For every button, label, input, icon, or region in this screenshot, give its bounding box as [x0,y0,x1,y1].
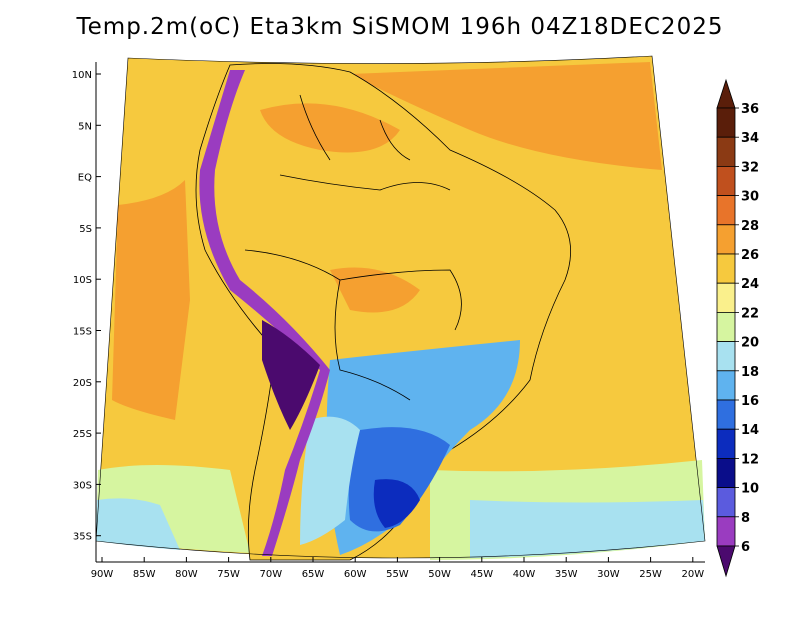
colorbar-label: 28 [741,219,759,234]
y-tick-label: 20S [73,378,92,389]
colorbar-swatch [716,516,736,547]
y-tick-label: 10S [73,275,92,286]
colorbar-label: 18 [741,365,759,380]
colorbar-label: 24 [741,277,759,292]
colorbar-label: 32 [741,160,759,175]
south-brazil-cold-region [348,427,450,532]
colorbar-label: 22 [741,306,759,321]
colorbar-swatch [716,370,736,401]
andes-cold-strip [199,70,330,556]
colorbar-swatch [716,195,736,226]
colorbar-swatch [716,107,736,138]
x-tick-label: 50W [428,569,451,580]
south-pacific-cold-zone [96,498,180,550]
x-tick-label: 25W [639,569,662,580]
y-tick-label: 5N [78,121,92,132]
colorbar-swatch [716,341,736,372]
x-tick-label: 90W [91,569,114,580]
colorbar-label: 16 [741,394,759,409]
map-frame [95,55,706,561]
y-axis-ticks: 10N 5N EQ 5S 10S 15S 20S 25S 30S 35S [72,70,101,543]
colorbar-swatch [716,253,736,284]
domain-outline [95,55,706,559]
y-tick-label: 5S [79,224,92,235]
y-tick-label: 10N [72,70,92,81]
map-title: Temp.2m(oC) Eta3km SiSMOM 196h 04Z18DEC2… [76,14,724,40]
x-tick-label: 30W [597,569,620,580]
x-tick-label: 70W [259,569,282,580]
x-tick-label: 35W [555,569,578,580]
colorbar-label: 36 [741,102,759,117]
y-tick-label: 15S [73,327,92,338]
x-tick-label: 55W [386,569,409,580]
uruguay-coldest-region [373,479,420,528]
colorbar-label: 8 [741,511,750,526]
colorbar-swatch [716,224,736,255]
colorbar-label: 12 [741,452,759,467]
y-tick-label: 25S [73,429,92,440]
y-tick-label: EQ [78,173,92,184]
colorbar-label: 26 [741,248,759,263]
colorbar-label: 10 [741,482,759,497]
central-warm-patch [330,267,420,313]
x-tick-label: 40W [513,569,536,580]
colorbar-label: 14 [741,423,759,438]
colorbar-bottom-arrow [716,545,736,578]
atlantic-warm-zone [350,62,662,170]
x-tick-label: 60W [344,569,367,580]
colorbar-label: 34 [741,131,759,146]
colorbar-label: 30 [741,190,759,205]
x-tick-label: 75W [217,569,240,580]
colorbar-swatch [716,457,736,488]
south-atlantic-cold-zone [470,500,705,558]
pacific-warm-zone [112,180,190,420]
x-tick-label: 85W [133,569,156,580]
y-tick-label: 30S [73,480,92,491]
colorbar-swatch [716,282,736,313]
pampas-cool-region [300,416,360,545]
country-borders [244,94,462,401]
colorbar-label: 6 [741,540,750,555]
x-tick-label: 45W [470,569,493,580]
colorbar-swatch [716,165,736,196]
plot-axes [95,62,705,563]
x-axis-ticks: 90W 85W 80W 75W 70W 65W 60W 55W 50W 45W 40W 35W 30W 2… [91,557,704,580]
y-tick-label: 35S [73,532,92,543]
colorbar-label: 20 [741,336,759,351]
colorbar-swatch [716,487,736,518]
colorbar-swatch [716,428,736,459]
x-tick-label: 80W [175,569,198,580]
amazon-warm-patch [260,103,400,153]
x-tick-label: 65W [302,569,325,580]
colorbar-swatch [716,399,736,430]
altiplano-coldest [262,320,320,430]
colorbar-swatch [716,311,736,342]
x-tick-label: 20W [681,569,704,580]
colorbar-swatch [716,136,736,167]
colorbar: 36 34 32 30 28 26 24 22 20 18 16 14 12 10 8 6 [716,78,759,578]
colorbar-top-arrow [716,78,736,109]
